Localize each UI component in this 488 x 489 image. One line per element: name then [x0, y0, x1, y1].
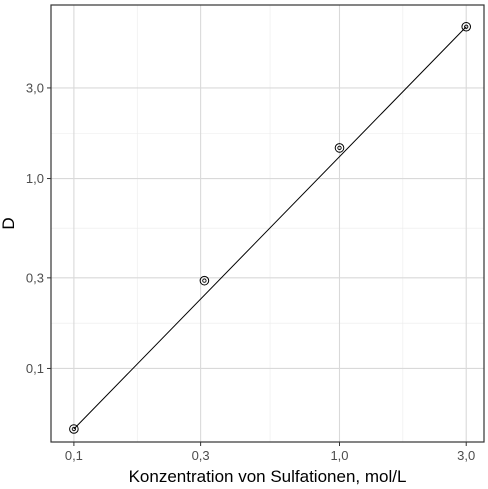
data-point-outer-ring [69, 424, 79, 434]
data-point [199, 275, 210, 286]
data-point [334, 143, 345, 153]
data-point-inner-ring [202, 278, 207, 283]
data-point-inner-ring [71, 426, 77, 432]
data-point-outer-ring [461, 21, 472, 32]
grid [51, 5, 484, 442]
data-point-outer-ring [199, 275, 210, 286]
x-axis-ticks: 0,1 0,3 1,0 3,0 [65, 442, 475, 463]
data-point [69, 424, 79, 434]
y-tick-label: 0,3 [26, 270, 44, 285]
y-axis-ticks: 0,1 0,3 1,0 3,0 [26, 80, 51, 376]
plot-panel [50, 4, 485, 443]
x-tick-label: 0,1 [65, 448, 83, 463]
data-point-inner-ring [337, 145, 342, 151]
y-tick-label: 1,0 [26, 171, 44, 186]
data-point-inner-ring [464, 24, 469, 29]
x-tick-label: 0,3 [192, 448, 210, 463]
data-point [461, 21, 472, 32]
x-axis-title: Konzentration von Sulfationen, mol/L [129, 467, 407, 486]
x-tick-label: 3,0 [457, 448, 475, 463]
y-axis-title: D [0, 217, 18, 229]
fit-line-layer [73, 26, 467, 430]
y-tick-label: 0,1 [26, 361, 44, 376]
fit-line [73, 26, 467, 430]
x-tick-label: 1,0 [330, 448, 348, 463]
data-point-outer-ring [334, 143, 345, 153]
data-points [69, 21, 472, 434]
y-tick-label: 3,0 [26, 80, 44, 95]
